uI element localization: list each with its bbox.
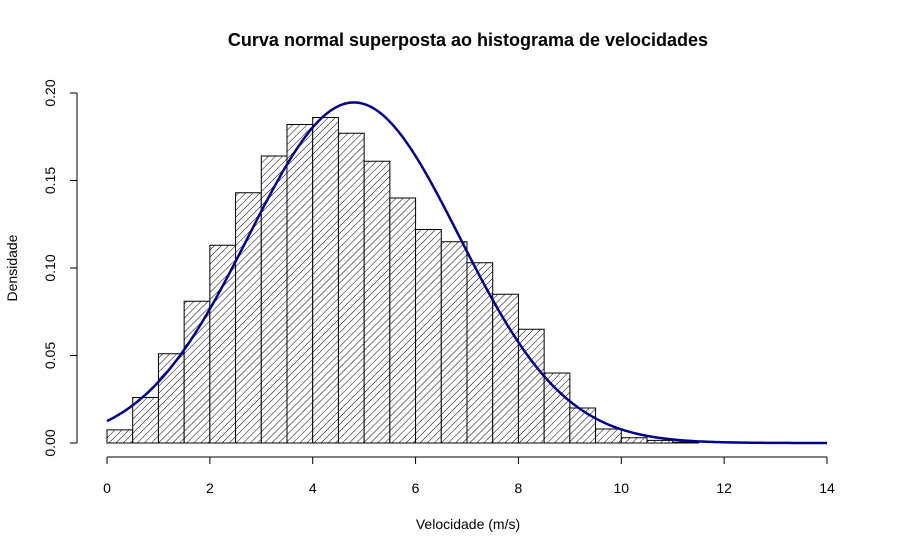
x-tick-label-0: 0 [103, 480, 111, 496]
x-tick-label-7: 14 [819, 480, 835, 496]
y-tick-label-2: 0.10 [42, 254, 58, 281]
histogram-bar-0 [106, 429, 134, 444]
x-tick-label-5: 10 [613, 480, 629, 496]
histogram-bar-20 [620, 437, 648, 444]
histogram-bar-9 [337, 132, 365, 444]
histogram-bar-5 [235, 192, 262, 444]
histogram-bar-3 [183, 300, 211, 444]
histogram-bar-21 [646, 439, 674, 444]
histogram-bar-14 [466, 262, 494, 444]
histogram-bar-19 [595, 428, 622, 444]
x-tick-label-3: 6 [412, 480, 420, 496]
y-tick-label-0: 0.00 [42, 429, 58, 456]
y-tick-label-4: 0.20 [42, 79, 58, 106]
histogram-bar-17 [543, 372, 571, 444]
histogram-bar-1 [132, 397, 159, 444]
histogram-bar-11 [389, 197, 417, 444]
normal-curve [106, 101, 828, 445]
histogram-bar-8 [312, 117, 339, 444]
x-tick-label-4: 8 [515, 480, 523, 496]
y-tick-label-3: 0.15 [42, 167, 58, 194]
y-axis: 0.00 0.05 0.10 0.15 0.20 [42, 79, 78, 457]
histogram-bar-4 [209, 244, 237, 444]
histogram-bar-10 [363, 160, 391, 444]
histogram-bar-18 [569, 407, 597, 444]
x-tick-label-1: 2 [206, 480, 214, 496]
histogram-bar-15 [492, 293, 519, 444]
histogram-bar-12 [415, 229, 442, 444]
x-axis: 0 2 4 6 8 10 12 14 [103, 456, 835, 496]
chart-title: Curva normal superposta ao histograma de… [228, 30, 708, 50]
x-axis-label: Velocidade (m/s) [416, 516, 520, 532]
y-axis-label: Densidade [4, 234, 20, 301]
x-tick-label-6: 12 [716, 480, 732, 496]
y-tick-label-1: 0.05 [42, 342, 58, 369]
x-tick-label-2: 4 [309, 480, 317, 496]
histogram-bar-7 [286, 124, 314, 444]
histogram-bar-13 [440, 241, 468, 444]
histogram-bar-6 [260, 155, 288, 444]
histogram-bars [106, 117, 699, 444]
